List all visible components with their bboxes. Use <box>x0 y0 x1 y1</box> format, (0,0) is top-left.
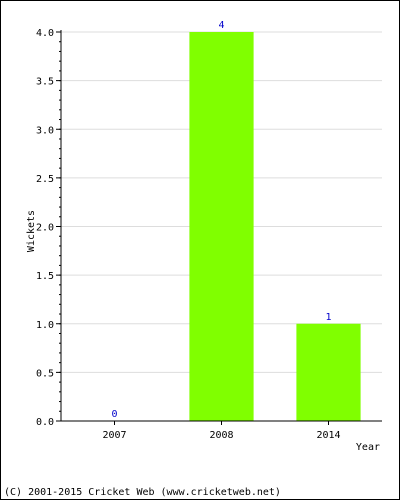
bar <box>296 323 361 421</box>
bar-value-label: 4 <box>218 20 224 31</box>
y-tick-label: 2.0 <box>36 223 54 234</box>
y-tick-label: 0.0 <box>36 417 54 428</box>
y-tick-label: 0.5 <box>36 368 54 379</box>
y-tick-label: 3.5 <box>36 77 54 88</box>
bar-value-label: 0 <box>111 409 117 420</box>
y-axis-title: Wickets <box>26 210 37 252</box>
labels: 0.0 0.5 1.0 1.5 2.0 2.5 3.0 3.5 4.0 0 2007 4 2008 1 20… <box>36 20 341 441</box>
axes <box>56 30 382 425</box>
y-tick-label: 4.0 <box>36 28 54 39</box>
bar <box>189 32 254 421</box>
bar-value-label: 1 <box>325 312 331 323</box>
x-tick-label: 2014 <box>316 430 340 441</box>
x-tick-label: 2007 <box>102 430 126 441</box>
x-tick-label: 2008 <box>209 430 233 441</box>
y-tick-label: 1.5 <box>36 271 54 282</box>
y-tick-label: 2.5 <box>36 174 54 185</box>
y-tick-label: 1.0 <box>36 320 54 331</box>
y-tick-label: 3.0 <box>36 125 54 136</box>
bars <box>189 32 361 421</box>
copyright-footer: (C) 2001-2015 Cricket Web (www.cricketwe… <box>4 487 281 498</box>
x-axis-title: Year <box>356 442 380 453</box>
